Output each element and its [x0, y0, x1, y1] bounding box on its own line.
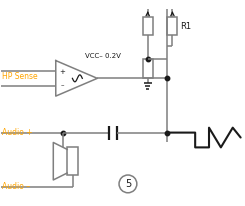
Text: Audio +: Audio + [2, 128, 33, 137]
Bar [143, 17, 153, 35]
Text: HP Sense: HP Sense [2, 72, 38, 81]
Text: +: + [60, 69, 66, 75]
Bar [168, 17, 177, 35]
Text: R1: R1 [180, 22, 191, 30]
Text: 5: 5 [125, 179, 131, 189]
Text: Audio –: Audio – [2, 182, 31, 191]
Bar [67, 147, 78, 175]
Text: VCC– 0.2V: VCC– 0.2V [86, 53, 121, 59]
Bar [143, 59, 153, 78]
Text: –: – [61, 82, 64, 88]
